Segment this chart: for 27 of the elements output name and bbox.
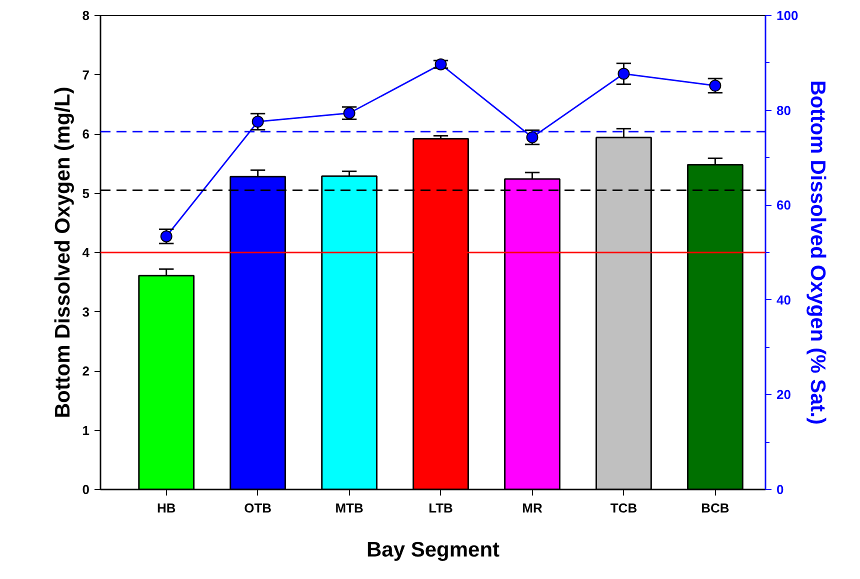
y-tick-label: 6 (82, 126, 90, 142)
x-tick-label: MR (522, 500, 543, 516)
x-axis-title: Bay Segment (366, 538, 500, 562)
y-tick-label: 4 (82, 245, 90, 260)
y-axis-title: Bottom Dissolved Oxygen (mg/L) (51, 86, 74, 418)
y2-tick-label: 100 (776, 8, 798, 23)
y-tick-label: 0 (82, 482, 90, 497)
x-tick-label: OTB (244, 500, 272, 516)
y-tick-label: 7 (82, 67, 90, 82)
y2-tick-label: 80 (776, 102, 791, 118)
y2-tick-label: 60 (776, 198, 791, 213)
x-tick-label: MTB (335, 500, 364, 516)
y-tick-label: 8 (82, 8, 90, 23)
x-tick-label: TCB (610, 500, 638, 516)
x-tick-label: LTB (428, 500, 453, 516)
x-tick-label: HB (156, 500, 176, 516)
y-tick-label: 2 (82, 364, 90, 378)
x-tick-label: BCB (701, 500, 730, 516)
y2-tick-label: 0 (776, 482, 784, 497)
y2-tick-label: 40 (776, 292, 791, 308)
point (618, 68, 630, 80)
point (252, 116, 264, 128)
y2-tick-label: 20 (776, 387, 791, 402)
y2-axis-title: Bottom Dissolved Oxygen (% Sat.) (806, 80, 830, 425)
y-tick-label: 1 (82, 422, 90, 438)
y-tick-label: 3 (82, 304, 90, 320)
y-tick-label: 5 (82, 186, 90, 201)
